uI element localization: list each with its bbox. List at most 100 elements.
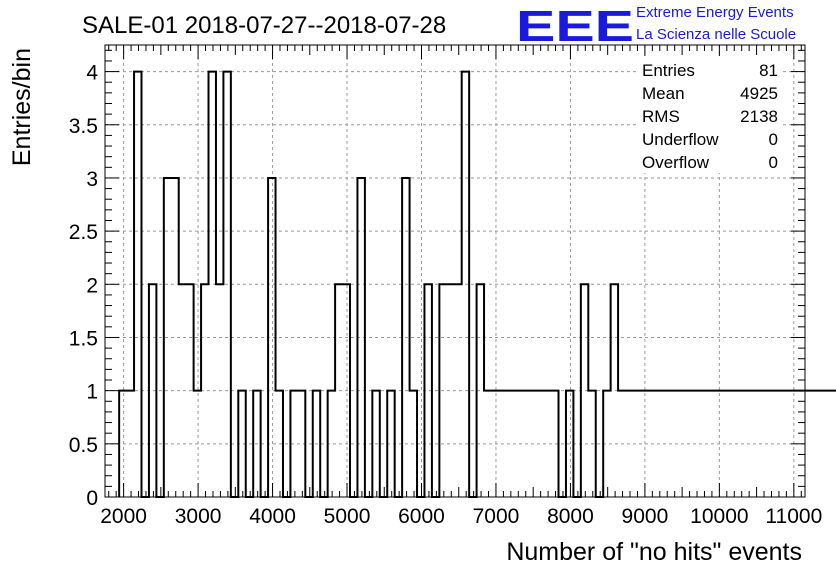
stats-value-2: 2138 (740, 107, 778, 126)
histogram-bin-50 (491, 391, 498, 497)
histogram-bin-70 (640, 391, 647, 497)
histogram-bin-2 (134, 72, 141, 497)
histogram-bin-30 (343, 284, 350, 497)
logo-line2: La Scienza nelle Scuole (636, 26, 796, 43)
histogram-bin-13 (216, 284, 223, 497)
logo-mark: EEE (516, 2, 634, 51)
stats-value-3: 0 (769, 130, 778, 149)
histogram-bin-12 (209, 72, 216, 497)
histogram-bin-46 (462, 72, 469, 497)
stats-value-4: 0 (769, 153, 778, 172)
x-tick-label-2: 4000 (249, 505, 296, 528)
histogram-bin-9 (186, 284, 193, 497)
histogram-bin-69 (633, 391, 640, 497)
histogram-bin-85 (752, 391, 759, 497)
histogram-bin-56 (536, 391, 543, 497)
histogram-bin-55 (529, 391, 536, 497)
histogram-bin-1 (127, 391, 134, 497)
histogram-bin-16 (238, 391, 245, 497)
chart-title: SALE-01 2018-07-27--2018-07-28 (82, 12, 446, 39)
stats-label-2: RMS (642, 107, 680, 126)
y-tick-label-6: 3 (86, 168, 98, 191)
histogram-bin-75 (678, 391, 685, 497)
histogram-bin-26 (313, 391, 320, 497)
histogram-bin-57 (544, 391, 551, 497)
histogram-bin-86 (760, 391, 767, 497)
histogram-bin-29 (335, 284, 342, 497)
logo: EEE Extreme Energy Events La Scienza nel… (516, 2, 796, 51)
y-tick-label-2: 1 (86, 381, 98, 404)
histogram-bin-0 (119, 391, 126, 497)
stats-label-3: Underflow (642, 130, 719, 149)
histogram-bin-74 (670, 391, 677, 497)
y-tick-label-8: 4 (86, 62, 98, 85)
histogram-bin-88 (774, 391, 781, 497)
histogram-bin-21 (276, 391, 283, 497)
histogram-bin-24 (298, 391, 305, 497)
histogram-bin-76 (685, 391, 692, 497)
histogram-bin-84 (745, 391, 752, 497)
histogram-bin-28 (328, 391, 335, 497)
histogram-bin-63 (588, 391, 595, 497)
histogram-bin-65 (603, 391, 610, 497)
y-tick-label-0: 0 (86, 487, 98, 510)
plot-frame-rect (104, 44, 806, 498)
histogram-bin-43 (439, 284, 446, 497)
stats-label-4: Overflow (642, 153, 710, 172)
histogram-bin-89 (782, 391, 789, 497)
histogram-bin-72 (655, 391, 662, 497)
histogram-bin-60 (566, 391, 573, 497)
histogram-bin-77 (693, 391, 700, 497)
histogram-bin-8 (179, 284, 186, 497)
histogram-bin-4 (149, 284, 156, 497)
histogram-bin-94 (819, 391, 826, 497)
histogram-bin-39 (410, 391, 417, 497)
histogram-bin-10 (194, 391, 201, 497)
histogram-bin-36 (387, 391, 394, 497)
histogram-bin-62 (581, 284, 588, 497)
stats-value-1: 4925 (740, 84, 778, 103)
histogram-bin-73 (663, 391, 670, 497)
histogram-bin-38 (402, 178, 409, 497)
x-axis-ticks: 2000 3000 4000 5000 6000 7000 8000 9000 10000 110… (100, 45, 822, 528)
x-tick-label-7: 9000 (622, 505, 669, 528)
y-tick-label-5: 2.5 (69, 221, 98, 244)
histogram-bin-48 (477, 284, 484, 497)
logo-line1: Extreme Energy Events (636, 4, 794, 21)
histogram-bin-78 (700, 391, 707, 497)
histogram-bin-44 (447, 284, 454, 497)
x-tick-label-8: 10000 (690, 505, 748, 528)
stats-box-bg (636, 56, 782, 173)
y-axis-label: Entries/bin (8, 48, 36, 166)
histogram-bin-82 (730, 391, 737, 497)
histogram-bin-68 (626, 391, 633, 497)
histogram-bin-49 (484, 391, 491, 497)
histogram-bin-7 (171, 178, 178, 497)
histogram-bin-95 (827, 391, 834, 497)
x-tick-label-6: 8000 (547, 505, 594, 528)
histogram-bin-51 (499, 391, 506, 497)
y-tick-label-4: 2 (86, 274, 98, 297)
histogram-bin-23 (290, 391, 297, 497)
histogram-bin-83 (737, 391, 744, 497)
histogram-bin-67 (618, 391, 625, 497)
histogram-bin-41 (424, 284, 431, 497)
histogram-bin-54 (521, 391, 528, 497)
histogram-bin-80 (715, 391, 722, 497)
stats-box: Entries 81 Mean 4925 RMS 2138 Underflow 0 Overfl… (636, 56, 782, 173)
histogram-bin-20 (268, 178, 275, 497)
histogram-bin-66 (611, 284, 618, 497)
x-axis-label: Number of "no hits" events (506, 538, 802, 566)
histogram-bin-32 (357, 178, 364, 497)
histogram-bin-58 (551, 391, 558, 497)
histogram-bin-34 (372, 391, 379, 497)
x-tick-label-5: 7000 (473, 505, 520, 528)
histogram-bin-14 (223, 72, 230, 497)
histogram-bin-93 (812, 391, 819, 497)
y-tick-label-7: 3.5 (69, 115, 98, 138)
histogram-bin-81 (722, 391, 729, 497)
stats-value-0: 81 (759, 61, 778, 80)
histogram-bin-71 (648, 391, 655, 497)
stats-label-1: Mean (642, 84, 685, 103)
histogram-bin-45 (454, 284, 461, 497)
